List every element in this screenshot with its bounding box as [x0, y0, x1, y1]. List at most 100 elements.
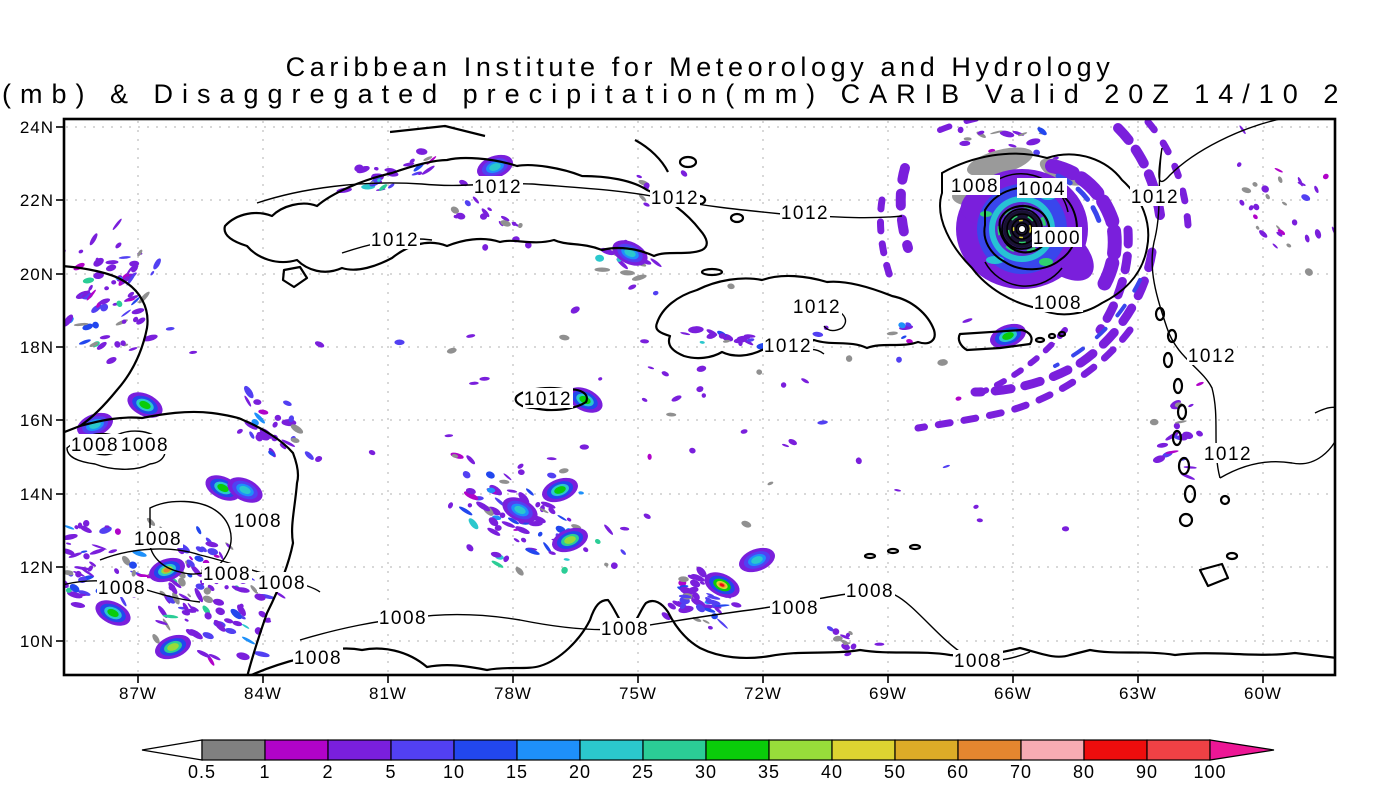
pressure-label-mask — [650, 187, 700, 207]
precip-speckle — [224, 627, 237, 635]
precip-speckle — [706, 593, 714, 597]
precip-speckle — [142, 334, 158, 342]
precip-speckle — [942, 464, 950, 469]
precip-speckle — [81, 568, 95, 577]
precip-speckle — [72, 593, 87, 597]
precip-speckle — [628, 284, 637, 290]
pressure-label-mask — [120, 434, 170, 454]
precip-speckle — [207, 548, 219, 556]
colorbar-cell — [516, 739, 581, 761]
pressure-label: 1012 — [371, 230, 419, 251]
precip-speckle — [191, 630, 200, 636]
precip-speckle — [525, 548, 540, 555]
precip-speckle — [275, 591, 286, 599]
precip-speckle — [421, 165, 435, 175]
precip-speckle — [114, 568, 120, 574]
precip-speckle — [513, 538, 520, 543]
pressure-label: 1008 — [1034, 293, 1082, 314]
precip-speckle — [696, 386, 704, 393]
precip-speckle — [845, 355, 853, 362]
pressure-label: 1008 — [121, 435, 169, 456]
precip-speckle — [741, 520, 752, 528]
pressure-label-mask — [233, 510, 283, 530]
precip-speckle — [87, 565, 94, 572]
precip-speckle — [679, 586, 694, 595]
colorbar-label: 10 — [443, 762, 465, 782]
colorbar-cell — [705, 739, 770, 761]
precip-speckle — [1276, 231, 1283, 237]
precip-speckle — [236, 428, 243, 434]
precip-speckle — [716, 618, 728, 629]
precip-speckle — [1236, 162, 1242, 167]
pressure-label-mask — [792, 296, 842, 316]
precip-speckle — [855, 457, 862, 465]
precip-speckle — [70, 602, 86, 608]
precip-speckle — [1008, 144, 1017, 148]
precip-speckle — [524, 241, 532, 249]
pressure-label: 1008 — [846, 581, 894, 602]
precip-core-ring — [167, 643, 179, 651]
precip-speckle — [840, 639, 849, 645]
precip-speckle — [194, 587, 204, 603]
colorbar-cell — [264, 739, 329, 761]
precip-speckle — [539, 507, 549, 514]
precip-speckle — [1331, 226, 1334, 236]
precip-speckle — [666, 412, 677, 417]
lon-label: 75W — [619, 684, 657, 703]
colorbar-label: 5 — [385, 762, 396, 782]
precip-speckle — [1304, 234, 1310, 243]
precip-speckle — [83, 553, 90, 560]
colorbar-cell — [894, 739, 959, 761]
precip-speckle — [451, 454, 459, 458]
pressure-label: 1004 — [1018, 179, 1066, 200]
lon-label: 69W — [869, 684, 907, 703]
precip-speckle — [73, 571, 85, 577]
precip-speckle — [152, 634, 160, 644]
precip-speckle — [255, 433, 263, 442]
precip-speckle — [594, 267, 611, 272]
precip-speckle — [515, 526, 530, 535]
precip-speckle — [977, 130, 985, 135]
precip-speckle — [845, 632, 851, 638]
precip-speckle — [416, 148, 428, 155]
precip-speckle — [647, 366, 655, 370]
precip-speckle — [520, 537, 527, 543]
precip-speckle — [620, 549, 626, 555]
precip-speckle — [812, 331, 824, 337]
precip-speckle — [1188, 403, 1194, 408]
precip-speckle — [486, 471, 495, 479]
pressure-label-mask — [845, 580, 895, 600]
colorbar-label: 70 — [1010, 762, 1032, 782]
precip-speckle — [78, 249, 84, 254]
precip-speckle — [314, 341, 325, 348]
precip-speckle — [537, 531, 543, 537]
precip-speckle — [680, 170, 688, 177]
pressure-label-mask — [1033, 292, 1083, 312]
precip-speckle — [517, 463, 524, 469]
precip-speckle — [82, 520, 90, 527]
precip-speckle — [487, 506, 501, 516]
precip-speckle — [661, 612, 671, 620]
precip-speckle — [104, 286, 109, 291]
pressure-labels: 1012 1012 1012 1012 1012 1012 1012 1008 1004 1000… — [70, 175, 1253, 672]
precip-speckle — [98, 298, 111, 305]
colorbar-label: 25 — [632, 762, 654, 782]
precip-speckle — [126, 298, 135, 302]
colorbar: 0.5 1 2 5 10 15 20 25 30 35 40 50 60 70 80 90 100 — [141, 739, 1275, 782]
precip-speckle — [680, 332, 691, 336]
precip-speckle — [290, 424, 304, 434]
pressure-label: 1008 — [294, 648, 342, 669]
pressure-label-mask — [473, 176, 523, 196]
lat-label: 10N — [20, 632, 54, 651]
colorbar-label: 50 — [884, 762, 906, 782]
precip-speckle — [832, 635, 843, 642]
pressure-label-mask — [370, 229, 420, 249]
pressure-label: 1008 — [951, 176, 999, 197]
precip-speckle — [707, 595, 721, 600]
precip-speckle — [579, 444, 589, 450]
precip-speckle — [1286, 243, 1292, 248]
precip-speckle — [218, 551, 224, 560]
precip-speckle — [114, 528, 121, 535]
precip-speckle — [1304, 268, 1313, 276]
